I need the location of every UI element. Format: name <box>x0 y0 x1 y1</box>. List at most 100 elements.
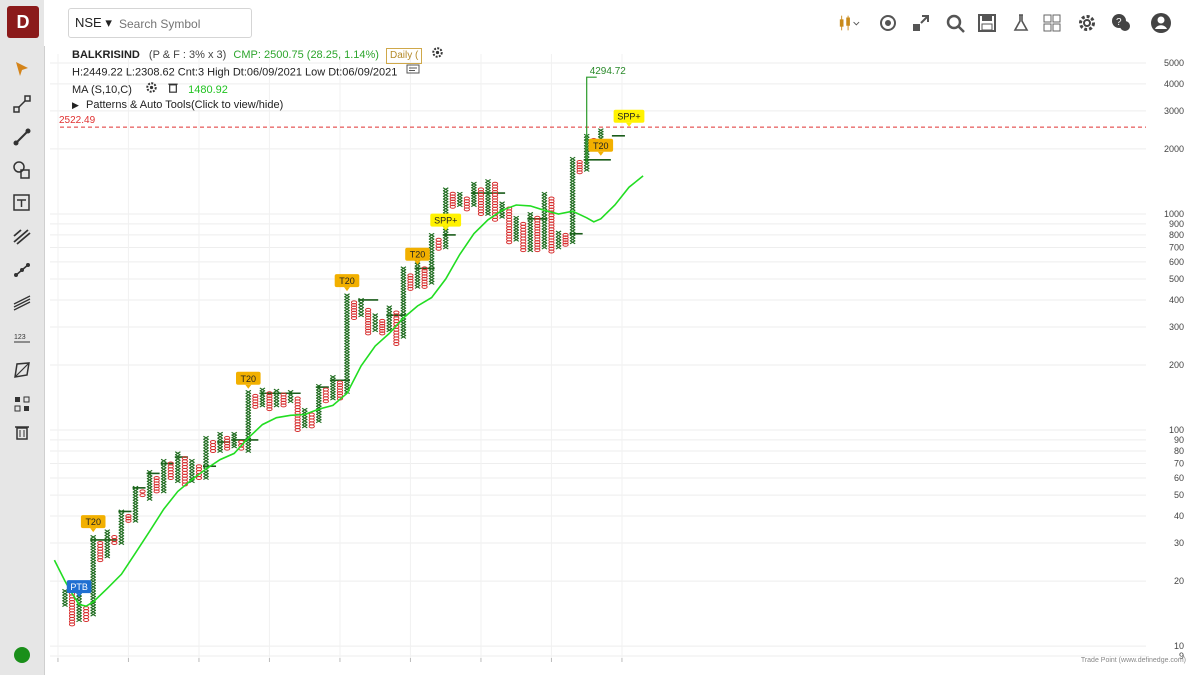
x-box <box>358 313 364 318</box>
x-box <box>428 249 435 254</box>
x-column <box>569 156 576 245</box>
x-box <box>386 313 393 318</box>
x-box <box>358 307 364 312</box>
x-box <box>104 534 111 539</box>
o-box <box>520 221 527 226</box>
badge-label: T20 <box>339 276 355 286</box>
user-icon[interactable] <box>1150 12 1172 34</box>
x-box <box>569 195 576 200</box>
x-box <box>160 458 167 463</box>
parallel-lines-icon[interactable] <box>10 291 34 315</box>
t20-badge: T20 <box>588 138 614 156</box>
polygon-icon[interactable] <box>10 358 34 382</box>
x-box <box>245 426 252 431</box>
layout-icon[interactable] <box>1041 12 1063 34</box>
shapes-icon[interactable] <box>10 158 34 182</box>
x-box <box>428 244 435 249</box>
measure-icon[interactable]: 123 <box>10 325 34 349</box>
x-box <box>245 415 252 420</box>
trendline-icon[interactable] <box>10 125 34 149</box>
x-box <box>245 403 252 409</box>
x-box <box>428 238 435 243</box>
x-box <box>428 266 435 271</box>
x-box <box>118 523 125 528</box>
x-box <box>555 236 562 241</box>
spike-line <box>586 76 597 165</box>
x-column <box>287 389 294 404</box>
x-box <box>259 387 266 392</box>
x-box <box>217 434 223 439</box>
x-box <box>245 440 252 445</box>
x-box <box>203 438 209 443</box>
y-tick-label: 1000 <box>1164 209 1184 219</box>
o-column <box>111 534 118 546</box>
x-box <box>428 252 435 257</box>
x-box <box>541 200 548 205</box>
save-icon[interactable] <box>976 12 998 34</box>
y-tick-label: 80 <box>1174 446 1184 456</box>
x-box <box>203 450 209 455</box>
badge-box <box>80 515 106 529</box>
ma-delete-icon[interactable] <box>167 81 179 99</box>
comment-icon[interactable] <box>406 64 420 81</box>
y-tick-label: 300 <box>1169 322 1184 332</box>
x-box <box>597 128 604 133</box>
settings-icon[interactable] <box>1076 12 1098 34</box>
x-box <box>386 310 393 316</box>
x-box <box>428 258 435 263</box>
x-box <box>118 512 125 517</box>
x-box <box>569 217 576 223</box>
x-box <box>189 470 195 475</box>
fib-icon[interactable] <box>10 224 34 248</box>
svg-text:?: ? <box>1116 17 1122 28</box>
o-column <box>365 307 372 336</box>
o-column <box>83 606 90 623</box>
x-box <box>569 240 576 245</box>
ma-settings-icon[interactable] <box>145 81 158 99</box>
chart-settings-icon[interactable] <box>431 46 444 64</box>
cursor-icon[interactable] <box>10 57 34 81</box>
x-box <box>456 194 463 199</box>
badge-box <box>588 138 614 152</box>
o-box <box>322 387 329 392</box>
help-icon[interactable]: ? <box>1110 12 1132 34</box>
x-box <box>527 231 534 236</box>
scan-icon[interactable] <box>944 12 966 34</box>
candlestick-icon[interactable] <box>838 12 860 34</box>
badge-box <box>334 274 360 288</box>
level-line-label: 2522.49 <box>59 115 96 126</box>
o-box <box>252 393 259 398</box>
x-box <box>527 242 534 247</box>
channel-icon[interactable] <box>10 258 34 282</box>
x-box <box>174 465 181 470</box>
timeframe-select[interactable]: Daily ( <box>386 47 423 64</box>
app-logo[interactable]: D <box>7 6 39 38</box>
x-box <box>273 397 280 402</box>
x-box <box>189 461 195 466</box>
search-input[interactable] <box>117 13 249 35</box>
patterns-toggle[interactable]: Patterns & Auto Tools(Click to view/hide… <box>85 99 284 111</box>
x-box <box>569 198 576 203</box>
x-box <box>428 272 435 277</box>
badge-box <box>405 247 430 261</box>
line-tool-icon[interactable] <box>10 92 34 116</box>
x-box <box>76 612 82 617</box>
x-box <box>174 456 181 461</box>
multi-select-icon[interactable] <box>10 392 34 416</box>
o-column <box>576 159 583 175</box>
trash-icon[interactable] <box>10 420 34 444</box>
lab-icon[interactable] <box>1010 12 1032 34</box>
target-icon[interactable] <box>877 12 899 34</box>
x-box <box>428 246 435 252</box>
x-column <box>160 458 167 494</box>
text-note-icon[interactable] <box>10 191 34 215</box>
badge-box <box>430 213 462 227</box>
x-box <box>174 467 181 473</box>
play-icon[interactable]: ▶ <box>72 100 79 110</box>
o-column <box>252 393 259 409</box>
y-tick-label: 600 <box>1169 257 1184 267</box>
exchange-dropdown[interactable]: NSE ▾ <box>75 15 112 31</box>
expand-icon[interactable] <box>910 12 932 34</box>
x-column <box>62 588 68 608</box>
